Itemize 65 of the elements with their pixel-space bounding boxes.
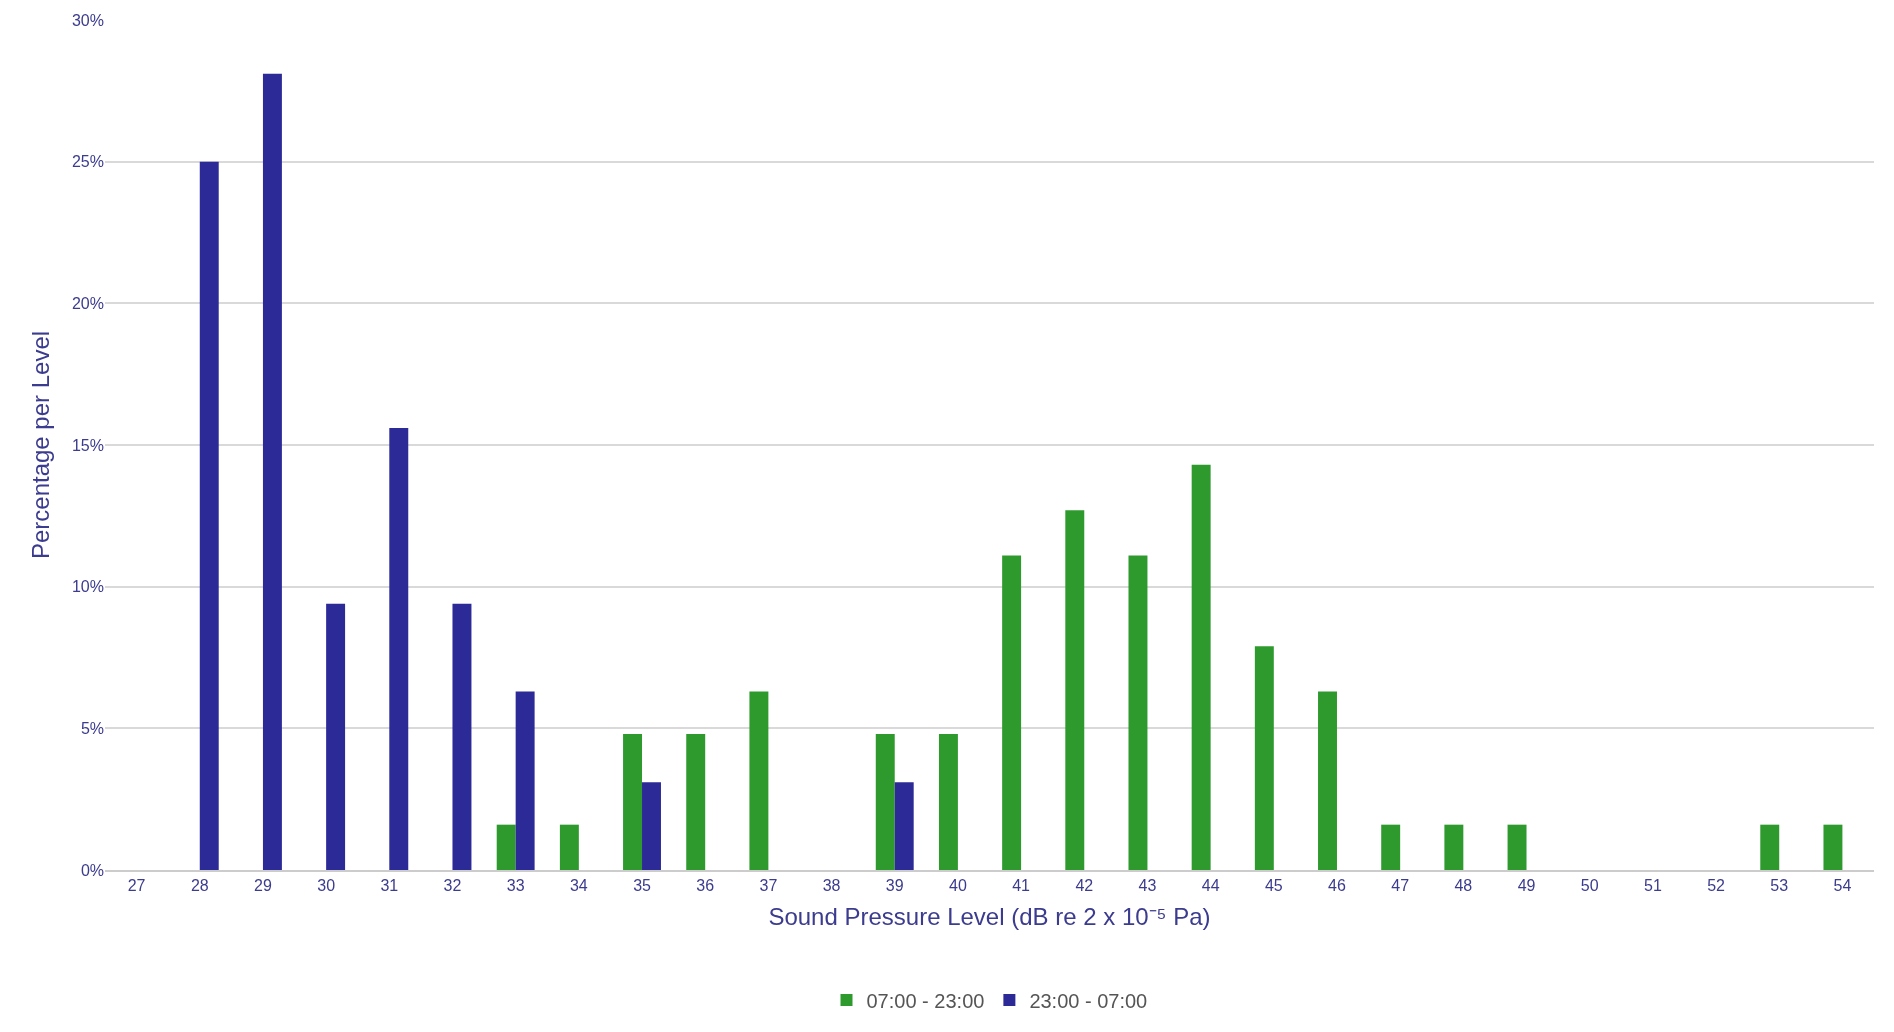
y-tick-label: 25% bbox=[71, 153, 104, 171]
bar bbox=[452, 603, 472, 870]
x-tick-label: 53 bbox=[1770, 877, 1789, 895]
bar bbox=[749, 691, 769, 870]
bar bbox=[623, 734, 643, 870]
x-tick-label: 27 bbox=[127, 877, 146, 895]
legend-label: 07:00 - 23:00 bbox=[866, 989, 985, 1012]
y-tick-label: 30% bbox=[71, 11, 104, 29]
y-axis-title: Percentage per Level bbox=[27, 330, 55, 560]
x-tick-label: 54 bbox=[1833, 877, 1852, 895]
x-tick-label: 47 bbox=[1391, 877, 1410, 895]
bar bbox=[1128, 555, 1148, 870]
x-tick-label: 41 bbox=[1012, 877, 1031, 895]
bar bbox=[326, 603, 346, 870]
x-tick-label: 35 bbox=[633, 877, 652, 895]
bar bbox=[1318, 691, 1337, 870]
bar bbox=[515, 691, 535, 870]
x-tick-label: 45 bbox=[1264, 877, 1283, 895]
bar bbox=[559, 824, 579, 870]
bar bbox=[1254, 646, 1274, 870]
x-tick-label: 42 bbox=[1075, 877, 1094, 895]
y-tick-label: 0% bbox=[80, 861, 104, 879]
x-tick-label: 29 bbox=[254, 877, 272, 895]
x-tick-label: 43 bbox=[1138, 877, 1157, 895]
bar bbox=[1381, 824, 1401, 870]
x-tick-label: 52 bbox=[1707, 877, 1726, 895]
y-tick-label: 15% bbox=[71, 436, 104, 454]
y-tick-label: 5% bbox=[80, 719, 104, 737]
bar bbox=[686, 734, 706, 870]
x-axis-title: Sound Pressure Level (dB re 2 x 10⁻⁵ Pa) bbox=[768, 903, 1211, 930]
x-tick-label: 49 bbox=[1517, 877, 1536, 895]
y-tick-label: 10% bbox=[71, 578, 104, 596]
bar bbox=[1191, 464, 1211, 870]
x-tick-label: 51 bbox=[1643, 877, 1662, 895]
bar bbox=[496, 824, 516, 870]
y-tick-label: 20% bbox=[71, 294, 104, 312]
bar bbox=[938, 734, 958, 870]
x-tick-label: 32 bbox=[443, 877, 462, 895]
bar bbox=[1002, 555, 1022, 870]
bar bbox=[389, 428, 409, 870]
bar bbox=[262, 73, 282, 870]
bar bbox=[199, 161, 219, 870]
bar bbox=[1065, 510, 1085, 870]
x-tick-label: 38 bbox=[822, 877, 841, 895]
bar bbox=[875, 734, 895, 870]
bar bbox=[1760, 824, 1780, 870]
x-tick-label: 37 bbox=[759, 877, 778, 895]
bar bbox=[894, 782, 914, 870]
bar bbox=[642, 782, 661, 870]
bar bbox=[1823, 824, 1843, 870]
x-tick-label: 50 bbox=[1580, 877, 1599, 895]
bar bbox=[1507, 824, 1527, 870]
x-tick-label: 36 bbox=[696, 877, 715, 895]
x-tick-label: 34 bbox=[569, 877, 588, 895]
x-tick-label: 46 bbox=[1328, 877, 1346, 895]
legend-label: 23:00 - 07:00 bbox=[1029, 989, 1148, 1012]
x-tick-label: 40 bbox=[949, 877, 967, 895]
x-tick-label: 44 bbox=[1201, 877, 1220, 895]
x-tick-label: 28 bbox=[190, 877, 209, 895]
bar bbox=[1444, 824, 1464, 870]
x-tick-label: 30 bbox=[317, 877, 336, 895]
x-tick-label: 39 bbox=[885, 877, 904, 895]
x-tick-label: 33 bbox=[506, 877, 525, 895]
x-tick-label: 48 bbox=[1454, 877, 1473, 895]
x-tick-label: 31 bbox=[380, 877, 399, 895]
